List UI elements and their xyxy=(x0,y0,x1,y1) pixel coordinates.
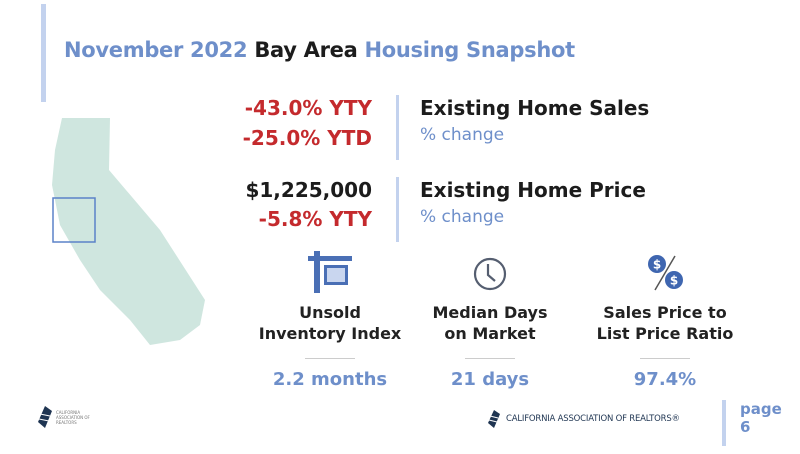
bay-area-highlight-box xyxy=(52,197,96,243)
page-label: page xyxy=(740,400,782,418)
logo-text: CALIFORNIA ASSOCIATION OF REALTORS xyxy=(56,409,90,425)
sales-ytd-stat: -25.0% YTD xyxy=(242,126,372,150)
clock-icon xyxy=(405,250,575,294)
org-name: CALIFORNIA ASSOCIATION OF REALTORS® xyxy=(506,414,680,424)
svg-text:$: $ xyxy=(653,258,661,272)
footer-divider xyxy=(722,400,726,446)
price-yty-stat: -5.8% YTY xyxy=(258,207,372,231)
price-heading: Existing Home Price xyxy=(420,178,646,202)
divider xyxy=(465,358,515,359)
page-number-value: 6 xyxy=(740,418,751,436)
title-topic: Housing Snapshot xyxy=(364,38,576,62)
divider xyxy=(640,358,690,359)
title-date: November 2022 xyxy=(64,38,248,62)
for-sale-sign-icon xyxy=(245,250,415,294)
sales-subheading: % change xyxy=(420,125,505,145)
metric-label: Inventory Index xyxy=(258,324,402,343)
dollar-percent-icon: $ $ xyxy=(580,250,750,294)
page-title: November 2022 Bay Area Housing Snapshot xyxy=(64,38,575,62)
sales-heading: Existing Home Sales xyxy=(420,96,650,120)
metric-value: 2.2 months xyxy=(272,369,388,390)
title-accent-bar xyxy=(41,4,46,102)
metric-label: Sales Price to xyxy=(603,303,727,322)
price-subheading: % change xyxy=(420,207,505,227)
metric-median-days: Median Days on Market 21 days xyxy=(405,250,575,390)
metric-sale-to-list-ratio: $ $ Sales Price to List Price Ratio 97.4% xyxy=(580,250,750,390)
car-logo: CALIFORNIA ASSOCIATION OF REALTORS® xyxy=(488,410,680,428)
metric-unsold-inventory: Unsold Inventory Index 2.2 months xyxy=(245,250,415,390)
svg-text:$: $ xyxy=(670,274,678,288)
metric-value: 21 days xyxy=(450,369,530,390)
metric-label: on Market xyxy=(444,324,536,343)
median-price-stat: $1,225,000 xyxy=(245,178,372,202)
page-number: page 6 xyxy=(740,400,782,436)
metric-label: List Price Ratio xyxy=(596,324,734,343)
car-logo-small: CALIFORNIA ASSOCIATION OF REALTORS xyxy=(38,406,92,428)
divider xyxy=(396,95,399,160)
sales-yty-stat: -43.0% YTY xyxy=(244,96,372,120)
divider xyxy=(305,358,355,359)
divider xyxy=(396,177,399,242)
california-map xyxy=(52,118,205,345)
metric-value: 97.4% xyxy=(633,369,697,390)
title-region: Bay Area xyxy=(254,38,358,62)
metric-label: Unsold xyxy=(299,303,361,322)
metric-label: Median Days xyxy=(432,303,548,322)
